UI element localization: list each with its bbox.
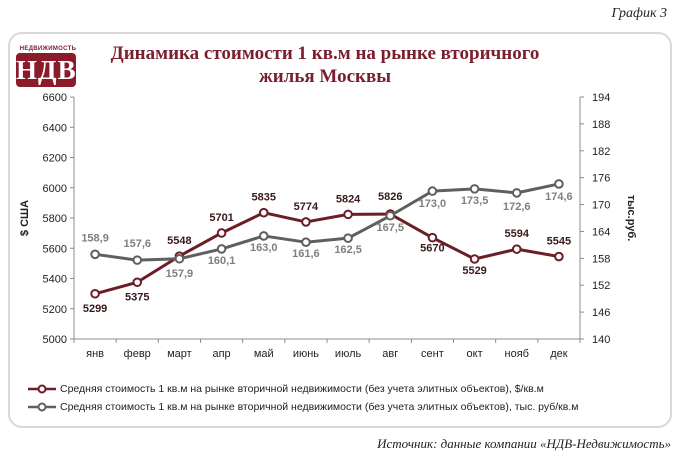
data-point-1 (301, 237, 311, 247)
logo-mark: НДВ (16, 53, 77, 87)
x-tick-label: янв (86, 348, 104, 360)
x-tick-label: окт (467, 348, 483, 360)
data-point-0 (469, 254, 480, 264)
data-point-1 (343, 233, 353, 243)
data-label-0: 5670 (420, 243, 444, 255)
data-label-0: 5594 (505, 228, 530, 240)
data-point-1 (90, 249, 100, 260)
y-tick-label-left: 5000 (43, 334, 67, 346)
legend-label-usd: Средняя стоимость 1 кв.м на рынке вторич… (60, 383, 544, 395)
data-label-0: 5299 (83, 303, 107, 315)
data-label-1: 173,5 (461, 195, 489, 207)
data-point-1 (216, 244, 227, 254)
data-point-1 (385, 210, 396, 221)
y-axis-title-left: $ США (19, 200, 31, 236)
data-point-1 (469, 184, 480, 194)
chart-frame (8, 32, 672, 428)
legend-label-rub: Средняя стоимость 1 кв.м на рынке вторич… (60, 401, 579, 413)
y-tick-label-left: 5400 (43, 274, 67, 286)
data-label-0: 5824 (336, 193, 361, 205)
data-label-1: 161,6 (292, 248, 320, 260)
ndv-logo: НЕДВИЖИМОСТЬ НДВ (16, 46, 80, 92)
y-tick-label-right: 140 (592, 334, 610, 346)
y-axis-title-right: тыс.руб. (625, 195, 637, 242)
data-label-0: 5826 (378, 191, 402, 203)
data-point-1 (511, 188, 522, 198)
data-label-1: 174,6 (545, 191, 573, 203)
data-point-0 (132, 277, 143, 288)
data-label-0: 5545 (547, 236, 571, 248)
data-point-1 (258, 231, 269, 241)
y-tick-label-right: 152 (592, 280, 610, 292)
data-point-1 (132, 255, 143, 265)
logo-tagline: НЕДВИЖИМОСТЬ (19, 46, 77, 52)
legend-item-rub: Средняя стоимость 1 кв.м на рынке вторич… (24, 398, 579, 416)
y-tick-label-right: 164 (592, 226, 610, 238)
y-tick-label-right: 188 (592, 119, 610, 131)
y-tick-label-right: 194 (592, 92, 610, 104)
x-tick-label: июнь (293, 348, 319, 360)
x-tick-label: дек (550, 348, 568, 360)
data-point-0 (427, 232, 438, 243)
x-tick-label: июль (335, 348, 362, 360)
legend-item-usd: Средняя стоимость 1 кв.м на рынке вторич… (24, 380, 579, 398)
series-line-0 (94, 211, 560, 296)
x-tick-label: авг (382, 348, 398, 360)
y-tick-label-right: 182 (592, 146, 610, 158)
x-tick-label: март (167, 348, 192, 360)
x-tick-label: сент (421, 348, 444, 360)
data-point-0 (258, 207, 269, 218)
series-line-1 (94, 182, 560, 262)
legend-swatch-usd-marker (37, 384, 47, 394)
page-label: График 3 (611, 6, 667, 21)
y-tick-label-left: 6200 (43, 153, 67, 165)
source-note: Источник: данные компании «НДВ-Недвижимо… (377, 436, 671, 451)
data-point-0 (554, 251, 564, 262)
chart-title: Динамика стоимости 1 кв.м на рынке втори… (110, 43, 540, 87)
data-label-1: 160,1 (208, 255, 236, 267)
x-tick-label: апр (212, 348, 230, 360)
data-label-0: 5375 (125, 291, 149, 303)
data-point-0 (343, 209, 353, 220)
y-tick-label-left: 6000 (43, 183, 67, 195)
y-tick-label-left: 5800 (43, 213, 67, 225)
data-label-1: 157,9 (166, 268, 194, 280)
data-point-0 (216, 228, 227, 238)
data-point-0 (511, 244, 522, 254)
data-label-1: 172,6 (503, 201, 531, 213)
data-label-1: 167,5 (376, 222, 404, 234)
y-tick-label-right: 176 (592, 173, 610, 185)
y-tick-label-left: 6600 (43, 92, 67, 104)
data-point-1 (174, 253, 185, 264)
data-label-1: 158,9 (81, 232, 109, 244)
y-tick-label-left: 6400 (43, 122, 67, 134)
data-label-1: 162,5 (334, 244, 362, 256)
y-tick-label-left: 5200 (43, 304, 67, 316)
y-tick-label-right: 146 (592, 307, 610, 319)
data-label-1: 163,0 (250, 242, 278, 254)
y-tick-label-right: 158 (592, 253, 610, 265)
data-label-0: 5529 (462, 265, 486, 277)
data-point-0 (301, 217, 311, 227)
data-point-1 (554, 179, 564, 189)
data-label-0: 5774 (294, 201, 319, 213)
data-point-0 (90, 288, 100, 299)
legend-swatch-rub (28, 402, 56, 412)
data-label-1: 157,6 (123, 238, 151, 250)
data-label-0: 5701 (209, 212, 233, 224)
data-label-1: 173,0 (419, 198, 447, 210)
chart-legend: Средняя стоимость 1 кв.м на рынке вторич… (24, 380, 579, 416)
x-tick-label: май (254, 348, 274, 360)
data-point-1 (427, 186, 438, 196)
legend-swatch-rub-marker (37, 402, 47, 412)
data-label-0: 5835 (252, 192, 276, 204)
y-tick-label-left: 5600 (43, 243, 67, 255)
legend-swatch-usd (28, 384, 56, 394)
y-tick-label-right: 170 (592, 200, 610, 212)
x-tick-label: нояб (505, 348, 529, 360)
x-tick-label: февр (124, 348, 151, 360)
data-label-0: 5548 (167, 235, 191, 247)
